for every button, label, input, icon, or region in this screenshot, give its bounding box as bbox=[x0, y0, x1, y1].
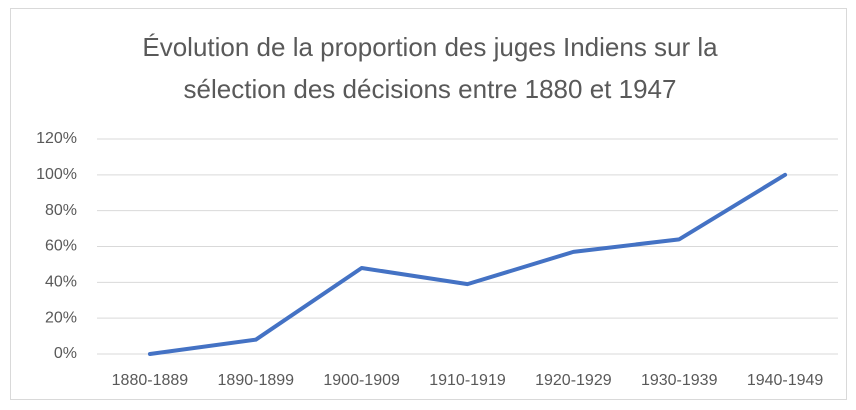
x-tick-label: 1880-1889 bbox=[112, 372, 189, 389]
chart-border bbox=[10, 8, 847, 400]
x-tick-label: 1920-1929 bbox=[535, 372, 612, 389]
y-tick-label: 100% bbox=[36, 166, 77, 183]
x-tick-label: 1930-1939 bbox=[641, 372, 718, 389]
y-tick-label: 40% bbox=[45, 274, 77, 291]
chart-title: Évolution de la proportion des juges Ind… bbox=[142, 32, 718, 104]
x-tick-label: 1900-1909 bbox=[323, 372, 400, 389]
x-tick-label: 1910-1919 bbox=[429, 372, 506, 389]
y-tick-label: 60% bbox=[45, 238, 77, 255]
y-tick-label: 120% bbox=[36, 130, 77, 147]
y-tick-label: 0% bbox=[54, 345, 77, 362]
y-tick-label: 20% bbox=[45, 309, 77, 326]
data-line bbox=[147, 172, 788, 356]
y-tick-label: 80% bbox=[45, 202, 77, 219]
x-tick-label: 1890-1899 bbox=[218, 372, 295, 389]
x-tick-label: 1940-1949 bbox=[747, 372, 824, 389]
